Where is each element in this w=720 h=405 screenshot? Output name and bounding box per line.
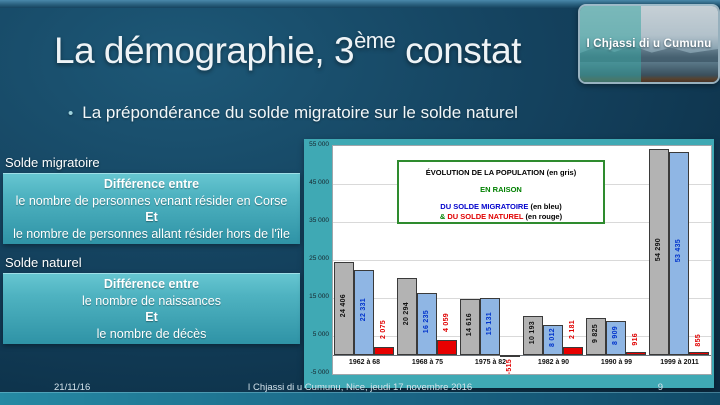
bar	[689, 351, 709, 355]
definition-heading: Solde migratoire	[5, 155, 100, 170]
definition-line: le nombre de décès	[96, 326, 207, 341]
footer-date: 21/11/16	[54, 382, 91, 393]
subtitle-bullet: • La prépondérance du solde migratoire su…	[68, 103, 518, 123]
subtitle-text: La prépondérance du solde migratoire sur…	[82, 103, 518, 122]
bar-value-label: 9 825	[592, 324, 599, 344]
definition-solde-naturel: Solde naturel Différence entre le nombre…	[3, 255, 300, 344]
footer-title: I Chjassi di u Cumunu, Nice, jeudi 17 no…	[247, 382, 473, 393]
legend-text: &	[439, 212, 448, 221]
legend-line: DU SOLDE MIGRATOIRE (en bleu)	[399, 202, 603, 211]
legend-text: EN RAISON	[480, 185, 522, 194]
bar	[354, 270, 374, 355]
bar	[626, 351, 646, 355]
category-label: 1999 à 2011	[660, 359, 699, 366]
category-label: 1962 à 68	[348, 359, 381, 366]
bar	[397, 277, 417, 355]
category-label: 1982 à 90	[537, 359, 570, 366]
definition-box: Différence entre le nombre de personnes …	[3, 173, 300, 244]
definition-line: Différence entre	[103, 177, 200, 191]
title-superscript: ème	[354, 28, 396, 53]
bar	[460, 299, 480, 355]
bar	[500, 355, 520, 357]
title-part2: constat	[395, 30, 521, 71]
bar	[523, 316, 543, 355]
legend-text: (en bleu)	[530, 202, 562, 211]
category-label: 1990 à 99	[600, 359, 633, 366]
bar	[669, 151, 689, 355]
definition-solde-migratoire: Solde migratoire Différence entre le nom…	[3, 155, 300, 244]
y-axis-tick-label: 25 000	[309, 255, 329, 262]
definition-line: Différence entre	[103, 277, 200, 291]
bar-value-label: 10 193	[529, 321, 536, 345]
bar-value-label: 54 290	[655, 237, 662, 261]
bar	[563, 346, 583, 355]
logo: I Chjassi di u Cumunu	[578, 4, 720, 84]
bottom-accent-band	[0, 392, 720, 405]
bar-value-label: 15 131	[486, 312, 493, 336]
logo-text: I Chjassi di u Cumunu	[586, 38, 712, 50]
legend-text: ÉVOLUTION DE LA POPULATION	[425, 168, 547, 177]
logo-teal-overlay	[580, 6, 641, 82]
definition-line: Et	[145, 210, 158, 224]
bar	[649, 148, 669, 355]
gridline	[333, 336, 711, 337]
bar-value-label: 16 235	[423, 309, 430, 334]
bar	[334, 262, 354, 355]
category-label: 1975 à 82	[474, 359, 507, 366]
bar	[480, 297, 500, 355]
bar-value-label: 24 406	[340, 294, 347, 318]
gridline	[333, 298, 711, 299]
y-axis-tick-label: -5 000	[310, 369, 329, 376]
y-axis-tick-label: 15 000	[309, 293, 329, 300]
page-title: La démographie, 3ème constat	[54, 28, 521, 72]
bar	[374, 347, 394, 355]
bar-value-label: 2 181	[569, 319, 576, 339]
bar-value-label: 916	[632, 333, 639, 346]
bar-value-label: 22 331	[360, 298, 367, 322]
y-axis-tick-label: 45 000	[309, 179, 329, 186]
definition-line: le nombre de naissances	[82, 293, 221, 308]
chart-legend: ÉVOLUTION DE LA POPULATION (en gris) EN R…	[397, 160, 605, 224]
bar	[417, 293, 437, 355]
legend-text: DU SOLDE MIGRATOIRE	[440, 202, 531, 211]
bar-value-label: 53 435	[675, 239, 682, 263]
legend-line: EN RAISON	[399, 185, 603, 194]
top-accent-strip	[0, 0, 720, 8]
bar-value-label: 4 059	[443, 312, 450, 332]
bar	[543, 324, 563, 355]
definition-line: le nombre de personnes allant résider ho…	[13, 226, 290, 241]
bar-value-label: 8 909	[612, 326, 619, 346]
definition-line: Et	[145, 310, 158, 324]
bar-value-label: 8 012	[549, 327, 556, 347]
definition-line: le nombre de personnes venant résider en…	[15, 193, 288, 208]
legend-text: (en rouge)	[525, 212, 563, 221]
gridline	[333, 260, 711, 261]
population-chart: 24 406 20 294 14 616 10 193 9 825 54 290 22 33…	[304, 139, 714, 388]
definition-heading: Solde naturel	[5, 255, 82, 270]
slide-number: 9	[657, 382, 663, 393]
title-part1: La démographie, 3	[54, 30, 355, 71]
bar	[586, 317, 606, 355]
bullet-icon: •	[68, 105, 74, 122]
bar-value-label: 20 294	[403, 302, 410, 326]
y-axis-tick-label: 35 000	[309, 217, 329, 224]
legend-line: & DU SOLDE NATUREL (en rouge)	[399, 212, 603, 221]
bar-value-label: 2 075	[380, 320, 387, 340]
bar	[606, 321, 626, 355]
bar-value-label: 14 616	[466, 313, 473, 337]
chart-plot: 24 406 20 294 14 616 10 193 9 825 54 290 22 33…	[332, 145, 712, 375]
bar-value-label: 855	[695, 333, 702, 347]
definition-box: Différence entre le nombre de naissances…	[3, 273, 300, 344]
bar	[437, 339, 457, 355]
legend-text: (en gris)	[546, 168, 577, 177]
legend-text: DU SOLDE NATUREL	[447, 212, 526, 221]
legend-line: ÉVOLUTION DE LA POPULATION (en gris)	[399, 168, 603, 177]
y-axis-tick-label: 55 000	[309, 141, 329, 148]
x-axis-line	[333, 355, 711, 356]
y-axis-tick-label: 5 000	[312, 331, 329, 338]
category-label: 1968 à 75	[411, 359, 444, 366]
